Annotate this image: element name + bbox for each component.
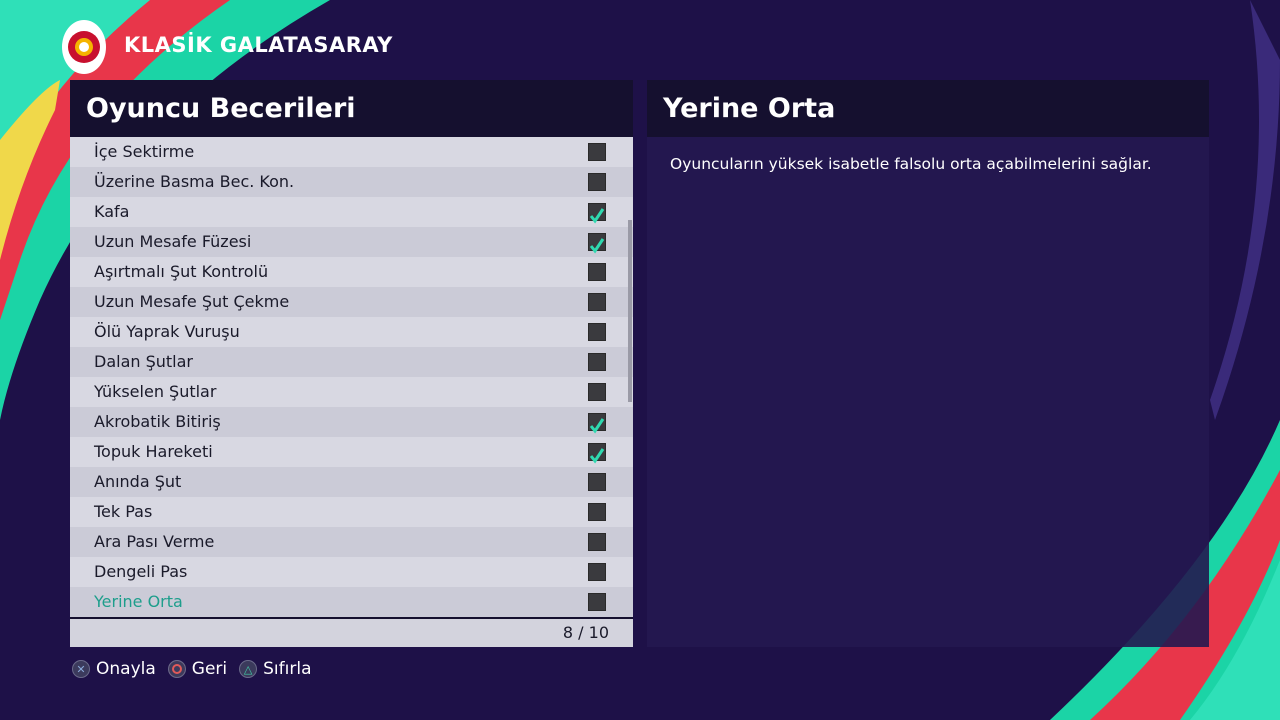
skill-checkbox[interactable] bbox=[588, 563, 606, 581]
check-mark bbox=[589, 208, 605, 224]
skill-checkbox[interactable] bbox=[588, 473, 606, 491]
panel-title: Oyuncu Becerileri bbox=[70, 80, 633, 137]
skill-checkbox[interactable] bbox=[588, 503, 606, 521]
team-title: KLASİK GALATASARAY bbox=[124, 33, 393, 57]
skill-label: Ölü Yaprak Vuruşu bbox=[94, 322, 240, 341]
skill-label: Akrobatik Bitiriş bbox=[94, 412, 221, 431]
skill-checkbox[interactable] bbox=[588, 233, 606, 254]
skill-checkbox[interactable] bbox=[588, 593, 606, 611]
skill-label: Topuk Hareketi bbox=[94, 442, 213, 461]
skill-label: Yerine Orta bbox=[94, 592, 183, 611]
skill-checkbox[interactable] bbox=[588, 383, 606, 401]
skill-checkbox[interactable] bbox=[588, 533, 606, 551]
skill-label: Ara Pası Verme bbox=[94, 532, 215, 551]
skill-row[interactable]: Üzerine Basma Bec. Kon. bbox=[70, 167, 633, 197]
skill-row[interactable]: Kafa bbox=[70, 197, 633, 227]
skill-checkbox[interactable] bbox=[588, 323, 606, 341]
skill-label: Dalan Şutlar bbox=[94, 352, 193, 371]
check-mark bbox=[589, 418, 605, 434]
skill-row[interactable]: Aşırtmalı Şut Kontrolü bbox=[70, 257, 633, 287]
skill-row[interactable]: Anında Şut bbox=[70, 467, 633, 497]
skill-label: Uzun Mesafe Şut Çekme bbox=[94, 292, 290, 311]
skill-checkbox[interactable] bbox=[588, 353, 606, 371]
skill-row[interactable]: Ara Pası Verme bbox=[70, 527, 633, 557]
button-hint[interactable]: ✕ Onayla bbox=[72, 659, 156, 679]
skill-checkbox[interactable] bbox=[588, 173, 606, 191]
skill-checkbox[interactable] bbox=[588, 263, 606, 281]
button-icon: ✕ bbox=[72, 660, 90, 678]
skill-checkbox[interactable] bbox=[588, 413, 606, 434]
skill-checkbox[interactable] bbox=[588, 443, 606, 464]
check-mark bbox=[589, 448, 605, 464]
skill-list: İçe Sektirme Üzerine Basma Bec. Kon. Kafa U… bbox=[70, 137, 633, 617]
skill-row[interactable]: Akrobatik Bitiriş bbox=[70, 407, 633, 437]
detail-panel: Yerine Orta Oyuncuların yüksek isabetle … bbox=[647, 80, 1209, 647]
skill-row[interactable]: Tek Pas bbox=[70, 497, 633, 527]
skill-checkbox[interactable] bbox=[588, 143, 606, 161]
skill-checkbox[interactable] bbox=[588, 293, 606, 311]
skills-panel: Oyuncu Becerileri İçe Sektirme Üzerine Ba… bbox=[70, 80, 633, 647]
skill-label: Anında Şut bbox=[94, 472, 182, 491]
club-logo bbox=[62, 20, 106, 74]
skill-row[interactable]: Yükselen Şutlar bbox=[70, 377, 633, 407]
button-hint[interactable]: Geri bbox=[167, 659, 228, 679]
skill-label: Tek Pas bbox=[94, 502, 153, 521]
skill-row[interactable]: İçe Sektirme bbox=[70, 137, 633, 167]
skill-label: Uzun Mesafe Füzesi bbox=[94, 232, 252, 251]
skill-label: Yükselen Şutlar bbox=[94, 382, 217, 401]
skill-row[interactable]: Ölü Yaprak Vuruşu bbox=[70, 317, 633, 347]
skill-count: 8 / 10 bbox=[70, 617, 633, 647]
logo-art bbox=[68, 31, 100, 63]
button-label: Onayla bbox=[96, 659, 156, 679]
skill-label: Dengeli Pas bbox=[94, 562, 188, 581]
skill-row[interactable]: Uzun Mesafe Füzesi bbox=[70, 227, 633, 257]
skill-checkbox[interactable] bbox=[588, 203, 606, 224]
button-hints: ✕ Onayla Geri △ Sıfırla bbox=[72, 659, 312, 679]
skill-label: Aşırtmalı Şut Kontrolü bbox=[94, 262, 269, 281]
button-label: Sıfırla bbox=[263, 659, 312, 679]
skill-label: İçe Sektirme bbox=[94, 142, 195, 161]
button-label: Geri bbox=[191, 659, 228, 679]
button-icon: △ bbox=[239, 660, 258, 678]
skill-row[interactable]: Uzun Mesafe Şut Çekme bbox=[70, 287, 633, 317]
button-icon bbox=[167, 660, 186, 678]
skill-label: Üzerine Basma Bec. Kon. bbox=[94, 172, 295, 191]
skill-row[interactable]: Yerine Orta bbox=[70, 587, 633, 617]
skill-row[interactable]: Dengeli Pas bbox=[70, 557, 633, 587]
skill-row[interactable]: Dalan Şutlar bbox=[70, 347, 633, 377]
skill-row[interactable]: Topuk Hareketi bbox=[70, 437, 633, 467]
skill-label: Kafa bbox=[94, 202, 130, 221]
detail-description: Oyuncuların yüksek isabetle falsolu orta… bbox=[670, 155, 1152, 173]
check-mark bbox=[589, 238, 605, 254]
button-hint[interactable]: △ Sıfırla bbox=[239, 659, 312, 679]
detail-title: Yerine Orta bbox=[647, 80, 1209, 137]
scrollbar[interactable] bbox=[628, 220, 632, 402]
